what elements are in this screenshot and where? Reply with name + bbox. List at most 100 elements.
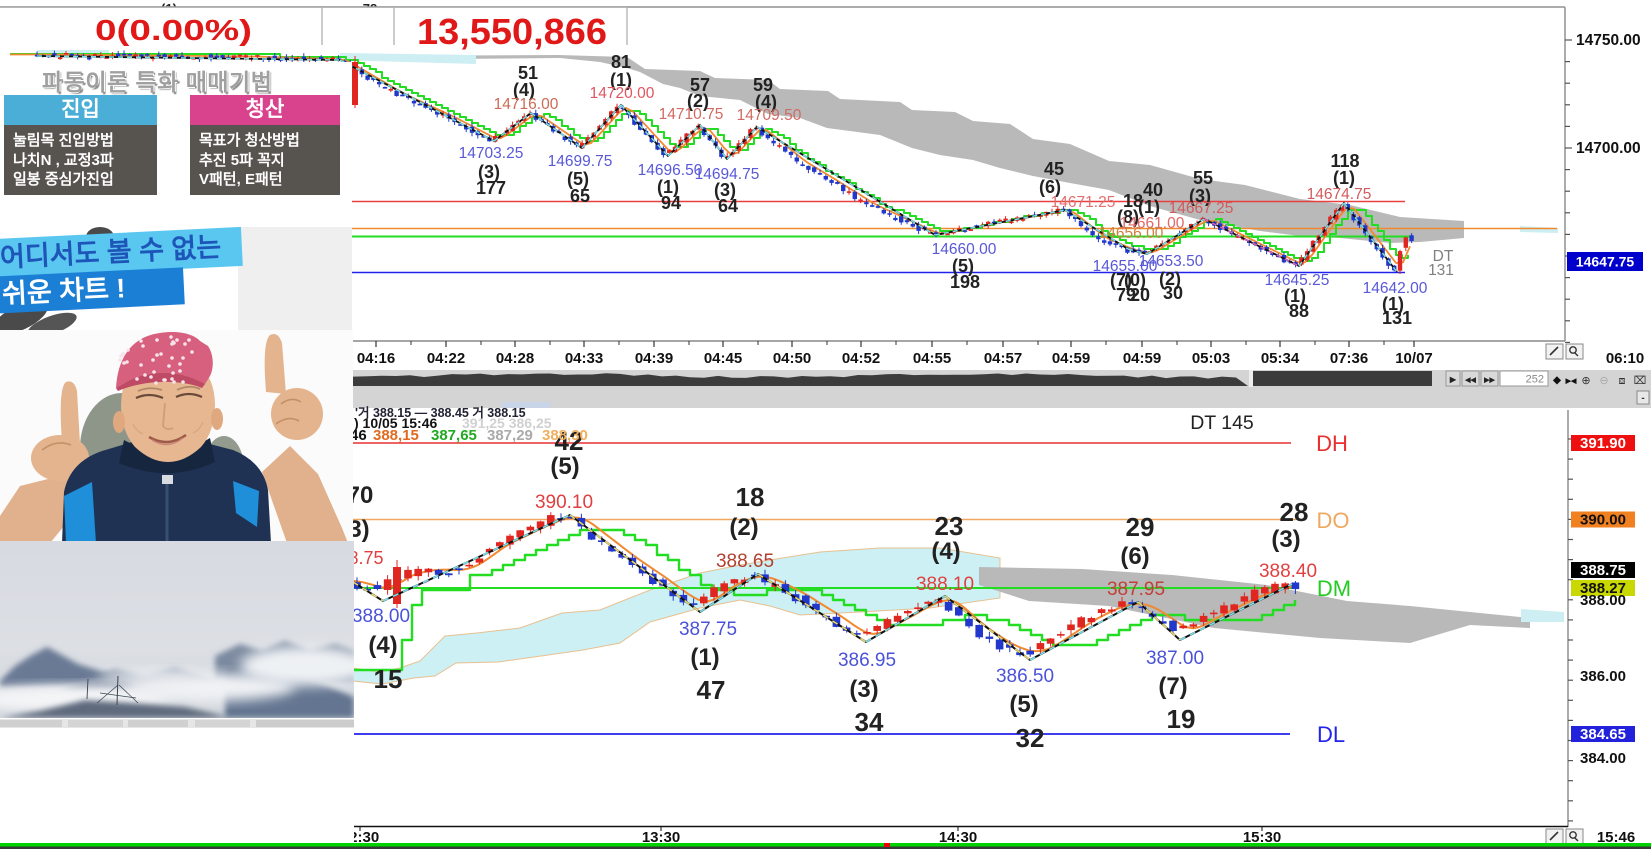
- svg-text:59: 59: [753, 75, 773, 95]
- svg-text:81: 81: [611, 52, 631, 72]
- svg-text:14653.50: 14653.50: [1139, 253, 1204, 270]
- svg-text:57: 57: [690, 75, 710, 95]
- svg-text:14716.00: 14716.00: [494, 96, 559, 113]
- svg-text:79: 79: [1116, 285, 1136, 305]
- svg-text:387.75: 387.75: [679, 619, 737, 640]
- svg-text:04:57: 04:57: [984, 350, 1022, 367]
- svg-text:118: 118: [1330, 151, 1359, 171]
- svg-text:14703.25: 14703.25: [459, 145, 524, 162]
- svg-text:04:33: 04:33: [565, 350, 603, 367]
- svg-text:65: 65: [570, 186, 590, 206]
- svg-text:46: 46: [350, 427, 367, 444]
- svg-text:14750.00: 14750.00: [1576, 32, 1641, 49]
- svg-text:14674.75: 14674.75: [1307, 186, 1372, 203]
- svg-text:(1): (1): [1284, 286, 1306, 306]
- svg-text:06:10: 06:10: [1606, 350, 1644, 367]
- svg-text:(6): (6): [1120, 543, 1149, 570]
- svg-text:(1): (1): [690, 644, 719, 671]
- svg-text:(3): (3): [478, 162, 500, 182]
- svg-text:04:22: 04:22: [427, 350, 465, 367]
- svg-text:32: 32: [1016, 723, 1045, 753]
- svg-text:▶: ▶: [1449, 375, 1457, 384]
- svg-text:14710.75: 14710.75: [659, 106, 724, 123]
- svg-text:DT: DT: [1433, 248, 1454, 265]
- svg-text:(1): (1): [1138, 197, 1160, 217]
- svg-text:'거 388.15 — 388.45 거 388.15: '거 388.15 — 388.45 거 388.15: [355, 405, 526, 420]
- svg-text:20: 20: [1130, 285, 1150, 305]
- svg-text:388,15: 388,15: [373, 427, 419, 444]
- svg-text:⊕: ⊕: [1581, 375, 1590, 387]
- svg-text:0(0.00%): 0(0.00%): [95, 15, 252, 47]
- svg-text:14645.25: 14645.25: [1265, 272, 1330, 289]
- svg-text:(5): (5): [952, 256, 974, 276]
- svg-text:55: 55: [1193, 168, 1213, 188]
- svg-text:▶▶: ▶▶: [1483, 377, 1495, 384]
- svg-text:388.10: 388.10: [916, 574, 974, 595]
- svg-text:14:30: 14:30: [939, 829, 977, 846]
- svg-text:51: 51: [518, 63, 538, 83]
- svg-text:388.65: 388.65: [716, 551, 774, 572]
- svg-text:▶◀: ▶◀: [1565, 378, 1577, 385]
- svg-text:◀◀: ◀◀: [1464, 377, 1476, 384]
- svg-text:386.00: 386.00: [1580, 668, 1626, 685]
- svg-text:14661.00: 14661.00: [1120, 215, 1185, 232]
- svg-text:14694.75: 14694.75: [695, 166, 760, 183]
- svg-text:(7): (7): [1158, 673, 1187, 700]
- svg-text:(2): (2): [729, 514, 758, 541]
- svg-text:04:28: 04:28: [496, 350, 534, 367]
- svg-text:14656.00: 14656.00: [1099, 225, 1164, 242]
- svg-text:DO: DO: [1317, 508, 1350, 533]
- svg-text:(0): (0): [1124, 270, 1146, 290]
- svg-text:15:46: 15:46: [1597, 829, 1635, 846]
- svg-text:386.95: 386.95: [838, 650, 896, 671]
- svg-text:DM: DM: [1317, 576, 1351, 601]
- svg-text:DL: DL: [1317, 722, 1345, 747]
- svg-text:131: 131: [1428, 262, 1454, 279]
- svg-text:(1): (1): [657, 177, 679, 197]
- svg-text:) 10/05 15:46: ) 10/05 15:46: [354, 415, 437, 431]
- svg-text:(4): (4): [931, 538, 960, 565]
- svg-text:387.00: 387.00: [1146, 648, 1204, 669]
- svg-text:384.65: 384.65: [1580, 726, 1626, 743]
- svg-text:04:59: 04:59: [1123, 350, 1161, 367]
- svg-text:(6): (6): [1039, 177, 1061, 197]
- svg-text:64: 64: [718, 196, 738, 216]
- svg-text:14720.00: 14720.00: [590, 85, 655, 102]
- svg-text:DT 145: DT 145: [1190, 412, 1254, 434]
- svg-text:DH: DH: [1316, 431, 1348, 456]
- svg-text:04:39: 04:39: [635, 350, 673, 367]
- svg-text:05:34: 05:34: [1261, 350, 1300, 367]
- svg-text:(4): (4): [368, 632, 397, 659]
- svg-text:94: 94: [661, 193, 681, 213]
- svg-text:23: 23: [935, 511, 964, 541]
- svg-text:29: 29: [1126, 512, 1155, 542]
- svg-text:⧈: ⧈: [1619, 375, 1626, 387]
- svg-text:387.95: 387.95: [1107, 579, 1165, 600]
- svg-text:04:16: 04:16: [357, 350, 395, 367]
- svg-text:177: 177: [476, 178, 506, 198]
- svg-text:(4): (4): [513, 80, 535, 100]
- svg-text:387,65: 387,65: [431, 427, 477, 444]
- svg-text:8.75: 8.75: [348, 548, 383, 568]
- svg-text:14696.50: 14696.50: [638, 162, 703, 179]
- svg-text:40: 40: [1143, 180, 1163, 200]
- svg-text:386.50: 386.50: [996, 666, 1054, 687]
- svg-text:14700.00: 14700.00: [1576, 140, 1641, 157]
- svg-text:(3): (3): [714, 180, 736, 200]
- svg-text:05:03: 05:03: [1192, 350, 1230, 367]
- svg-text:04:55: 04:55: [913, 350, 951, 367]
- svg-text:10/07: 10/07: [1395, 350, 1433, 367]
- svg-text:(2): (2): [1159, 269, 1181, 289]
- svg-text:30: 30: [1163, 283, 1183, 303]
- svg-text:14642.00: 14642.00: [1363, 280, 1428, 297]
- svg-text:15:30: 15:30: [1243, 829, 1281, 846]
- svg-text:14671.25: 14671.25: [1051, 194, 1116, 211]
- svg-text:45: 45: [1044, 159, 1064, 179]
- svg-text:(1): (1): [610, 70, 632, 90]
- svg-text:28: 28: [1280, 497, 1309, 527]
- svg-text:388.27: 388.27: [1580, 580, 1626, 597]
- svg-text:198: 198: [950, 272, 980, 292]
- svg-text:388.00: 388.00: [352, 606, 410, 627]
- svg-text:(5): (5): [550, 453, 579, 480]
- svg-text:(5): (5): [1009, 691, 1038, 718]
